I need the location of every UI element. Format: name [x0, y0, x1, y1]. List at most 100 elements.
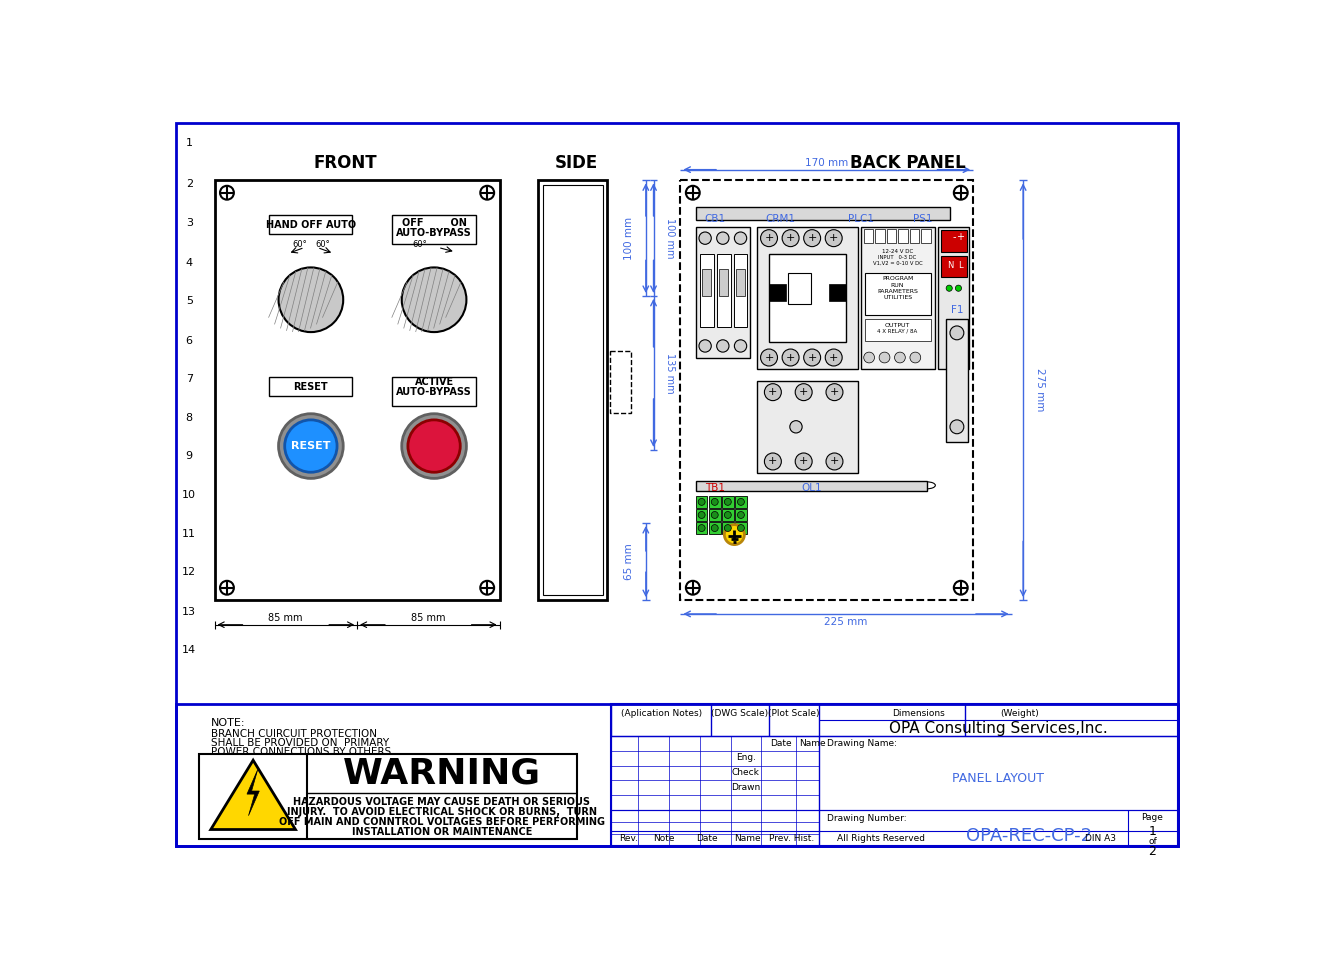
Bar — [543, 185, 602, 596]
Text: DIN A3: DIN A3 — [1086, 834, 1116, 843]
Circle shape — [826, 230, 843, 246]
Text: PANEL LAYOUT: PANEL LAYOUT — [952, 772, 1045, 786]
Text: SHALL BE PROVIDED ON  PRIMARY: SHALL BE PROVIDED ON PRIMARY — [211, 738, 388, 748]
Text: PS1: PS1 — [913, 214, 933, 224]
Text: (Weight): (Weight) — [1000, 709, 1038, 718]
Circle shape — [803, 349, 820, 366]
Text: 10: 10 — [182, 490, 197, 500]
Text: FRONT: FRONT — [313, 153, 378, 171]
Text: 60°: 60° — [413, 240, 428, 249]
Text: UTILITIES: UTILITIES — [882, 295, 913, 300]
Text: PARAMETERS: PARAMETERS — [877, 288, 918, 294]
Text: +: + — [769, 456, 778, 467]
Circle shape — [402, 414, 466, 478]
Bar — [789, 273, 811, 304]
Circle shape — [737, 525, 745, 532]
Bar — [612, 704, 1178, 737]
Circle shape — [408, 420, 460, 472]
Circle shape — [826, 349, 843, 366]
Text: 100 mm: 100 mm — [624, 217, 634, 260]
Ellipse shape — [742, 482, 760, 489]
Text: All Rights Reserved: All Rights Reserved — [836, 834, 925, 843]
Text: +: + — [830, 353, 839, 362]
Text: 7: 7 — [186, 374, 193, 384]
Text: 8: 8 — [186, 413, 193, 422]
Circle shape — [782, 349, 799, 366]
Bar — [946, 319, 968, 443]
Circle shape — [711, 498, 719, 506]
Polygon shape — [247, 769, 259, 815]
Circle shape — [910, 353, 921, 363]
Text: 100 mm: 100 mm — [666, 217, 675, 259]
Bar — [733, 254, 748, 327]
Text: Drawing Number:: Drawing Number: — [827, 814, 906, 823]
Text: 1: 1 — [186, 139, 193, 148]
Bar — [769, 254, 845, 342]
Text: 1: 1 — [1148, 825, 1156, 837]
Text: OUTPUT: OUTPUT — [885, 323, 910, 328]
Bar — [830, 285, 845, 302]
Circle shape — [686, 581, 700, 595]
Text: Drawing Name:: Drawing Name: — [827, 739, 897, 748]
Text: 14: 14 — [182, 645, 197, 655]
Bar — [757, 227, 857, 369]
Text: (Aplication Notes): (Aplication Notes) — [621, 709, 701, 718]
Text: +: + — [807, 353, 816, 362]
Text: INSTALLATION OR MAINTENANCE: INSTALLATION OR MAINTENANCE — [351, 827, 532, 837]
Bar — [680, 180, 974, 600]
Circle shape — [803, 230, 820, 246]
Circle shape — [724, 512, 732, 518]
Text: NOTE:: NOTE: — [211, 718, 246, 728]
Circle shape — [954, 581, 968, 595]
Text: 60°: 60° — [316, 240, 330, 249]
Text: 11: 11 — [182, 529, 197, 538]
Circle shape — [221, 186, 234, 199]
Bar — [864, 229, 873, 242]
Bar — [696, 227, 750, 357]
Text: V1,V2 = 0-10 V DC: V1,V2 = 0-10 V DC — [873, 262, 922, 266]
Text: Date: Date — [696, 834, 717, 843]
Text: +: + — [799, 387, 808, 398]
Text: 85 mm: 85 mm — [268, 613, 303, 623]
Text: +: + — [830, 456, 839, 467]
Bar — [941, 231, 967, 252]
Bar — [609, 352, 631, 413]
Text: 85 mm: 85 mm — [411, 613, 445, 623]
Text: RESET: RESET — [293, 382, 328, 392]
Text: OPA-REC-CP-2: OPA-REC-CP-2 — [966, 828, 1092, 846]
Text: 5: 5 — [186, 296, 193, 307]
Text: +: + — [956, 233, 964, 242]
Circle shape — [954, 186, 968, 199]
Circle shape — [826, 453, 843, 470]
Text: Check: Check — [732, 768, 760, 777]
Text: 12-24 V DC: 12-24 V DC — [882, 249, 913, 254]
Circle shape — [737, 498, 745, 506]
Bar — [717, 254, 731, 327]
Bar — [696, 510, 708, 521]
Circle shape — [782, 230, 799, 246]
Text: SIDE: SIDE — [555, 153, 598, 171]
Circle shape — [790, 421, 802, 433]
Text: Note: Note — [654, 834, 675, 843]
Circle shape — [699, 340, 711, 353]
Circle shape — [894, 353, 905, 363]
Bar — [736, 522, 746, 534]
Text: OL1: OL1 — [801, 484, 822, 493]
Text: OFF        ON: OFF ON — [402, 217, 466, 228]
Text: WARNING: WARNING — [342, 756, 540, 790]
Bar — [865, 319, 931, 341]
Text: INPUT   0-3 DC: INPUT 0-3 DC — [878, 255, 917, 260]
Circle shape — [686, 186, 700, 199]
Text: HAND OFF AUTO: HAND OFF AUTO — [266, 220, 355, 230]
Bar — [176, 704, 1178, 847]
Circle shape — [481, 581, 494, 595]
Text: +: + — [765, 233, 774, 243]
Bar — [214, 180, 499, 600]
Bar — [922, 229, 931, 242]
Bar — [876, 229, 885, 242]
Bar — [269, 215, 353, 235]
Text: BACK PANEL: BACK PANEL — [849, 153, 966, 171]
Text: 2: 2 — [1148, 845, 1156, 858]
Circle shape — [955, 285, 962, 291]
Circle shape — [221, 581, 234, 595]
